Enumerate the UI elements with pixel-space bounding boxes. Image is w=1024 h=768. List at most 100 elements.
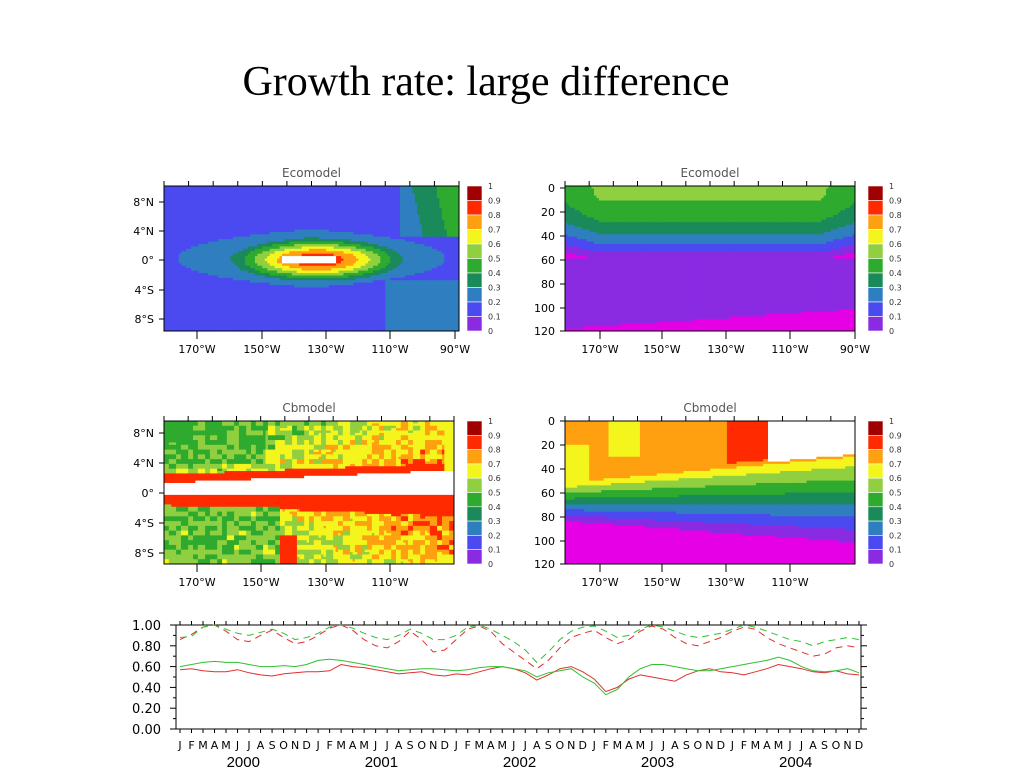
contour-cell <box>388 256 391 259</box>
contour-cell <box>341 254 344 257</box>
contour-cell <box>243 283 246 286</box>
contour-cell <box>373 249 376 252</box>
contour-cell <box>312 285 315 288</box>
contour-cell <box>341 244 344 247</box>
contour-cell <box>356 266 359 269</box>
contour-cell <box>292 268 295 271</box>
contour-cell <box>314 266 317 269</box>
contour-cell <box>324 246 327 249</box>
contour-cell <box>235 225 238 228</box>
contour-cell <box>198 232 201 235</box>
contour-cell <box>270 225 273 228</box>
contour-cell <box>287 205 290 208</box>
contour-cell <box>361 220 364 223</box>
contour-cell <box>385 266 388 269</box>
contour-cell <box>334 205 337 208</box>
contour-cell <box>307 273 310 276</box>
contour-cell <box>270 208 273 211</box>
contour-cell <box>427 268 430 271</box>
contour-cell <box>380 196 383 199</box>
contour-cell <box>201 232 204 235</box>
contour-cell <box>356 263 359 266</box>
contour-cell <box>253 213 256 216</box>
contour-cell <box>358 188 361 191</box>
contour-cell <box>270 256 273 259</box>
contour-cell <box>299 205 302 208</box>
contour-cell <box>361 283 364 286</box>
contour-cell <box>194 285 197 288</box>
contour-cell <box>331 191 334 194</box>
contour-cell <box>422 239 425 242</box>
contour-cell <box>176 217 179 220</box>
contour-cell <box>375 196 378 199</box>
contour-cell <box>410 263 413 266</box>
contour-cell <box>262 215 265 218</box>
contour-cell <box>329 271 332 274</box>
contour-cell <box>346 210 349 213</box>
contour-cell <box>412 273 415 276</box>
contour-cell <box>294 268 297 271</box>
contour-cell <box>430 188 433 191</box>
contour-cell <box>447 261 450 264</box>
contour-cell <box>240 266 243 269</box>
contour-cell <box>366 193 369 196</box>
contour-cell <box>442 222 445 225</box>
contour-cell <box>336 254 339 257</box>
contour-cell <box>235 283 238 286</box>
contour-cell <box>238 234 241 237</box>
contour-cell <box>216 191 219 194</box>
contour-cell <box>206 278 209 281</box>
contour-cell <box>304 230 307 233</box>
contour-cell <box>321 242 324 245</box>
contour-cell <box>304 271 307 274</box>
contour-cell <box>186 234 189 237</box>
contour-cell <box>248 254 251 257</box>
contour-cell <box>415 263 418 266</box>
contour-cell <box>314 234 317 237</box>
contour-cell <box>385 275 388 278</box>
contour-cell <box>196 205 199 208</box>
contour-cell <box>353 220 356 223</box>
contour-cell <box>275 203 278 206</box>
contour-cell <box>253 198 256 201</box>
contour-cell <box>191 198 194 201</box>
contour-cell <box>176 275 179 278</box>
contour-cell <box>225 205 228 208</box>
contour-cell <box>294 220 297 223</box>
contour-cell <box>415 251 418 254</box>
contour-cell <box>255 249 258 252</box>
contour-cell <box>262 246 265 249</box>
contour-cell <box>390 222 393 225</box>
contour-cell <box>280 220 283 223</box>
contour-cell <box>262 266 265 269</box>
contour-cell <box>166 280 169 283</box>
contour-cell <box>312 217 315 220</box>
contour-cell <box>412 198 415 201</box>
contour-cell <box>373 213 376 216</box>
contour-cell <box>405 244 408 247</box>
contour-cell <box>255 188 258 191</box>
contour-cell <box>378 208 381 211</box>
contour-cell <box>334 222 337 225</box>
contour-cell <box>331 242 334 245</box>
contour-cell <box>415 188 418 191</box>
contour-cell <box>405 208 408 211</box>
contour-cell <box>405 205 408 208</box>
contour-cell <box>427 259 430 262</box>
contour-cell <box>427 210 430 213</box>
contour-cell <box>331 213 334 216</box>
contour-cell <box>218 220 221 223</box>
contour-cell <box>191 285 194 288</box>
contour-cell <box>314 278 317 281</box>
contour-cell <box>198 220 201 223</box>
contour-cell <box>267 210 270 213</box>
contour-cell <box>292 215 295 218</box>
contour-cell <box>238 188 241 191</box>
contour-cell <box>201 230 204 233</box>
contour-cell <box>312 251 315 254</box>
contour-cell <box>280 227 283 230</box>
contour-cell <box>181 191 184 194</box>
contour-cell <box>287 275 290 278</box>
contour-cell <box>299 254 302 257</box>
contour-cell <box>245 263 248 266</box>
